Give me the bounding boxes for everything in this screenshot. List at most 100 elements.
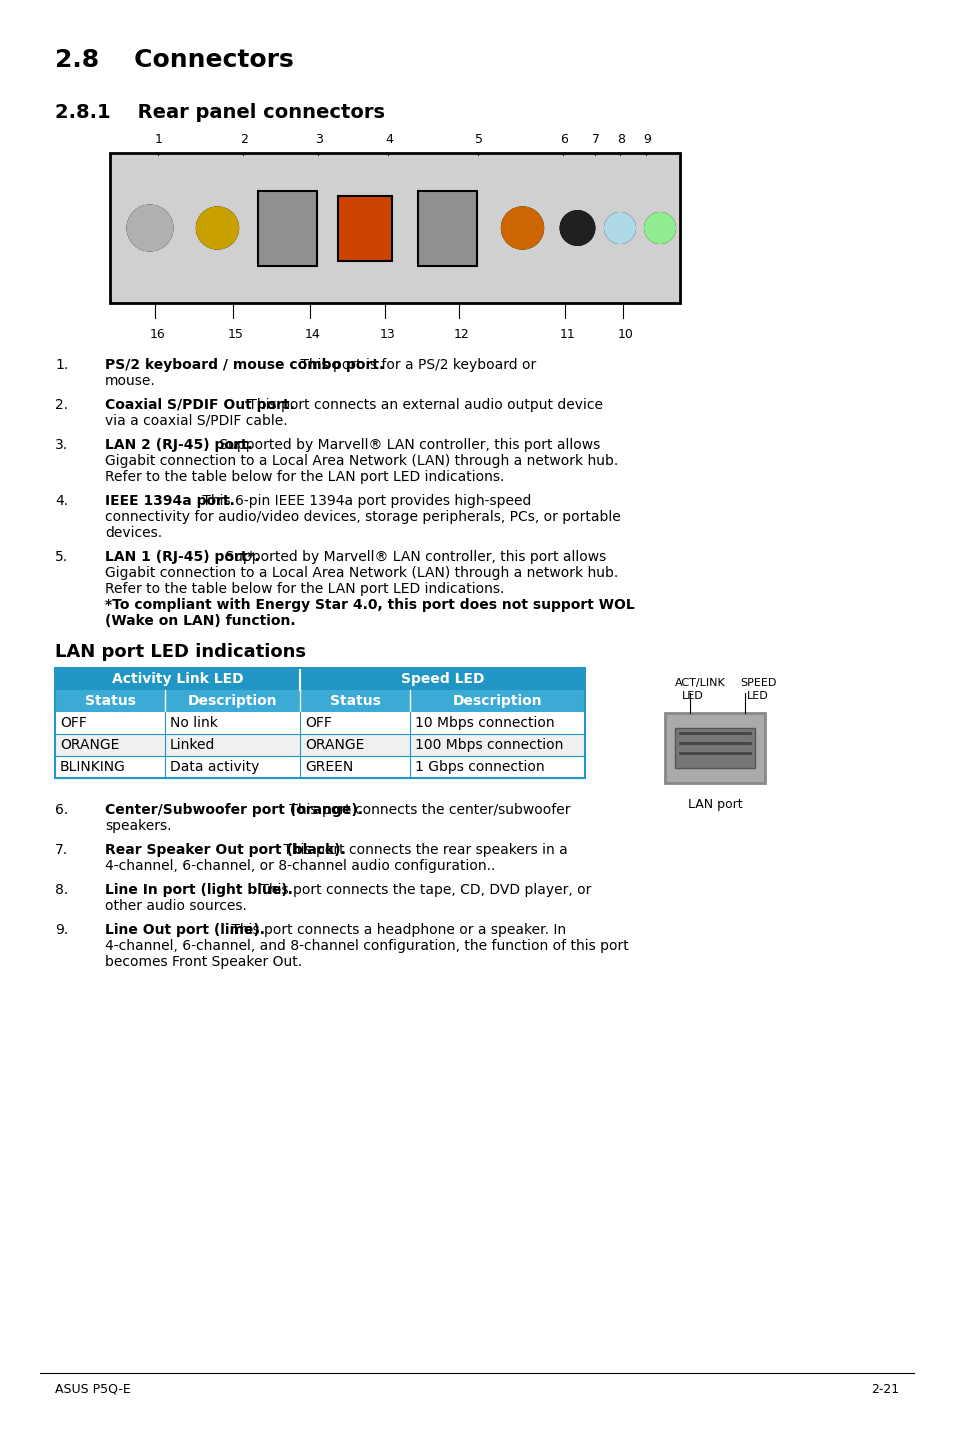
FancyBboxPatch shape xyxy=(55,733,584,756)
FancyBboxPatch shape xyxy=(55,690,165,712)
Text: Description: Description xyxy=(453,695,541,707)
Text: 3: 3 xyxy=(314,132,322,147)
Text: Linked: Linked xyxy=(170,738,215,752)
Text: LAN port: LAN port xyxy=(687,798,741,811)
Text: This port is for a PS/2 keyboard or: This port is for a PS/2 keyboard or xyxy=(296,358,537,372)
Text: 15: 15 xyxy=(228,328,244,341)
Text: 100 Mbps connection: 100 Mbps connection xyxy=(415,738,563,752)
Circle shape xyxy=(644,213,675,243)
Text: 5: 5 xyxy=(475,132,482,147)
Text: This port connects the tape, CD, DVD player, or: This port connects the tape, CD, DVD pla… xyxy=(255,883,591,897)
Text: BLINKING: BLINKING xyxy=(60,761,126,774)
Circle shape xyxy=(501,207,542,249)
Text: Status: Status xyxy=(329,695,380,707)
Text: LAN 1 (RJ-45) port*.: LAN 1 (RJ-45) port*. xyxy=(105,549,259,564)
Text: 4-channel, 6-channel, or 8-channel audio configuration..: 4-channel, 6-channel, or 8-channel audio… xyxy=(105,858,495,873)
Bar xyxy=(257,190,316,266)
Text: (Wake on LAN) function.: (Wake on LAN) function. xyxy=(105,614,295,628)
Text: This port connects an external audio output device: This port connects an external audio out… xyxy=(244,398,602,413)
Text: 6.: 6. xyxy=(55,802,69,817)
Text: Status: Status xyxy=(85,695,135,707)
FancyBboxPatch shape xyxy=(299,690,410,712)
Text: 8: 8 xyxy=(617,132,624,147)
Text: becomes Front Speaker Out.: becomes Front Speaker Out. xyxy=(105,955,302,969)
Text: Speed LED: Speed LED xyxy=(400,672,484,686)
Text: 2.: 2. xyxy=(55,398,68,413)
Text: Description: Description xyxy=(188,695,277,707)
FancyBboxPatch shape xyxy=(55,712,584,733)
Text: 4: 4 xyxy=(385,132,393,147)
Text: 5.: 5. xyxy=(55,549,68,564)
Text: SPEED: SPEED xyxy=(740,677,776,687)
Text: 3.: 3. xyxy=(55,439,68,452)
Text: LAN 2 (RJ-45) port.: LAN 2 (RJ-45) port. xyxy=(105,439,253,452)
Text: This port connects the rear speakers in a: This port connects the rear speakers in … xyxy=(278,843,567,857)
Text: via a coaxial S/PDIF cable.: via a coaxial S/PDIF cable. xyxy=(105,414,287,429)
Text: speakers.: speakers. xyxy=(105,820,172,833)
Text: 9.: 9. xyxy=(55,923,69,938)
Text: ORANGE: ORANGE xyxy=(60,738,119,752)
Text: No link: No link xyxy=(170,716,217,731)
FancyBboxPatch shape xyxy=(299,669,584,690)
Text: Line Out port (lime).: Line Out port (lime). xyxy=(105,923,265,938)
Text: 4-channel, 6-channel, and 8-channel configuration, the function of this port: 4-channel, 6-channel, and 8-channel conf… xyxy=(105,939,628,953)
Text: PS/2 keyboard / mouse combo port.: PS/2 keyboard / mouse combo port. xyxy=(105,358,384,372)
Text: OFF: OFF xyxy=(60,716,87,731)
Text: 2: 2 xyxy=(240,132,248,147)
Text: This port connects the center/subwoofer: This port connects the center/subwoofer xyxy=(285,802,570,817)
Circle shape xyxy=(128,206,172,250)
Text: 8.: 8. xyxy=(55,883,69,897)
Circle shape xyxy=(604,213,635,243)
Text: 12: 12 xyxy=(454,328,469,341)
Text: 1 Gbps connection: 1 Gbps connection xyxy=(415,761,544,774)
Text: 7: 7 xyxy=(592,132,599,147)
Text: 2-21: 2-21 xyxy=(870,1383,898,1396)
Text: Data activity: Data activity xyxy=(170,761,259,774)
Text: 4.: 4. xyxy=(55,495,68,508)
Text: ASUS P5Q-E: ASUS P5Q-E xyxy=(55,1383,131,1396)
Bar xyxy=(337,196,392,260)
FancyBboxPatch shape xyxy=(55,669,299,690)
Text: 11: 11 xyxy=(559,328,576,341)
Text: Center/Subwoofer port (orange).: Center/Subwoofer port (orange). xyxy=(105,802,363,817)
Text: mouse.: mouse. xyxy=(105,374,155,388)
Text: 13: 13 xyxy=(379,328,395,341)
Text: LAN port LED indications: LAN port LED indications xyxy=(55,643,306,661)
Text: devices.: devices. xyxy=(105,526,162,541)
Text: Activity Link LED: Activity Link LED xyxy=(112,672,243,686)
Text: 10 Mbps connection: 10 Mbps connection xyxy=(415,716,554,731)
Text: LED: LED xyxy=(681,692,703,700)
Text: Supported by Marvell® LAN controller, this port allows: Supported by Marvell® LAN controller, th… xyxy=(215,439,599,452)
Bar xyxy=(417,190,476,266)
Bar xyxy=(55,669,584,778)
Text: 1.: 1. xyxy=(55,358,69,372)
Text: Rear Speaker Out port (black).: Rear Speaker Out port (black). xyxy=(105,843,346,857)
Text: other audio sources.: other audio sources. xyxy=(105,899,247,913)
Text: 16: 16 xyxy=(150,328,166,341)
Text: 7.: 7. xyxy=(55,843,68,857)
Text: 9: 9 xyxy=(642,132,650,147)
Text: This port connects a headphone or a speaker. In: This port connects a headphone or a spea… xyxy=(227,923,565,938)
Text: LED: LED xyxy=(746,692,768,700)
Text: ACT/LINK: ACT/LINK xyxy=(675,677,725,687)
Bar xyxy=(110,152,679,303)
Text: ORANGE: ORANGE xyxy=(305,738,364,752)
Text: *To compliant with Energy Star 4.0, this port does not support WOL: *To compliant with Energy Star 4.0, this… xyxy=(105,598,634,613)
Text: OFF: OFF xyxy=(305,716,332,731)
Text: Gigabit connection to a Local Area Network (LAN) through a network hub.: Gigabit connection to a Local Area Netwo… xyxy=(105,567,618,580)
Text: This 6-pin IEEE 1394a port provides high-speed: This 6-pin IEEE 1394a port provides high… xyxy=(197,495,531,508)
Text: connectivity for audio/video devices, storage peripherals, PCs, or portable: connectivity for audio/video devices, st… xyxy=(105,510,620,523)
Text: 2.8.1    Rear panel connectors: 2.8.1 Rear panel connectors xyxy=(55,104,385,122)
FancyBboxPatch shape xyxy=(165,690,299,712)
Circle shape xyxy=(196,207,238,249)
Text: 10: 10 xyxy=(618,328,633,341)
Text: Coaxial S/PDIF Out port.: Coaxial S/PDIF Out port. xyxy=(105,398,294,413)
Text: Refer to the table below for the LAN port LED indications.: Refer to the table below for the LAN por… xyxy=(105,470,504,485)
FancyBboxPatch shape xyxy=(410,690,584,712)
Text: 1: 1 xyxy=(154,132,163,147)
Text: 14: 14 xyxy=(305,328,320,341)
Text: IEEE 1394a port.: IEEE 1394a port. xyxy=(105,495,234,508)
Circle shape xyxy=(560,211,594,244)
FancyBboxPatch shape xyxy=(55,756,584,778)
Text: Line In port (light blue).: Line In port (light blue). xyxy=(105,883,293,897)
